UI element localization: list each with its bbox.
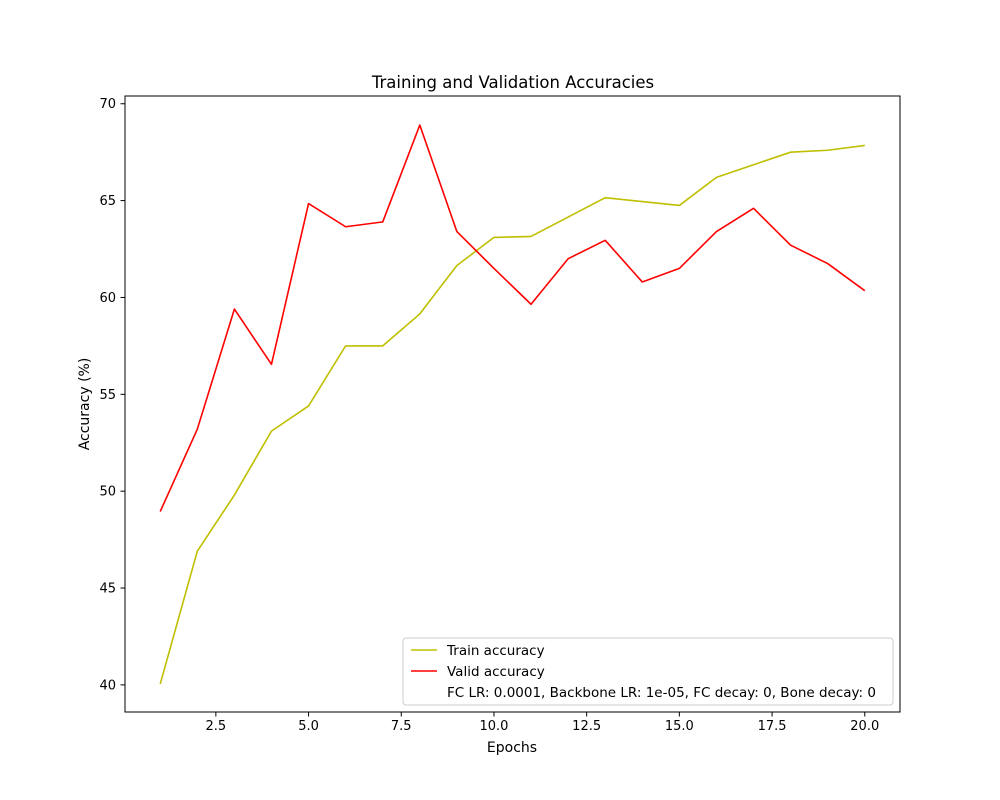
- x-axis-label: Epochs: [487, 740, 537, 756]
- x-tick-label: 10.0: [479, 719, 508, 734]
- x-tick-label: 2.5: [206, 719, 227, 734]
- plot-frame: [124, 95, 901, 713]
- y-tick-label: 70: [99, 97, 116, 112]
- legend-label-valid: Valid accuracy: [447, 664, 545, 680]
- legend-box: [402, 637, 894, 706]
- series-line-0: [159, 144, 865, 685]
- legend-label-train: Train accuracy: [446, 643, 545, 659]
- x-tick-label: 5.0: [298, 719, 319, 734]
- y-axis-label: Accuracy (%): [77, 358, 93, 451]
- y-axis: 40 45 50 55 60 65 70: [99, 97, 125, 693]
- y-tick-label: 65: [99, 194, 116, 209]
- legend: Train accuracy Valid accuracy FC LR: 0.0…: [402, 637, 894, 706]
- x-tick-label: 7.5: [391, 719, 412, 734]
- x-tick-label: 15.0: [665, 719, 694, 734]
- series-layer: [159, 124, 866, 685]
- x-tick-label: 12.5: [572, 719, 601, 734]
- legend-note: FC LR: 0.0001, Backbone LR: 1e-05, FC de…: [447, 685, 876, 701]
- y-tick-label: 55: [99, 388, 116, 403]
- x-tick-label: 17.5: [758, 719, 787, 734]
- y-tick-label: 60: [99, 291, 116, 306]
- x-axis: 2.5 5.0 7.5 10.0 12.5 15.0 17.5 20.0: [206, 712, 879, 734]
- y-tick-label: 50: [99, 485, 116, 500]
- series-line-1: [159, 124, 866, 512]
- y-tick-label: 40: [99, 678, 116, 693]
- y-tick-label: 45: [99, 582, 116, 597]
- chart-title: Training and Validation Accuracies: [371, 73, 654, 92]
- x-tick-label: 20.0: [850, 719, 879, 734]
